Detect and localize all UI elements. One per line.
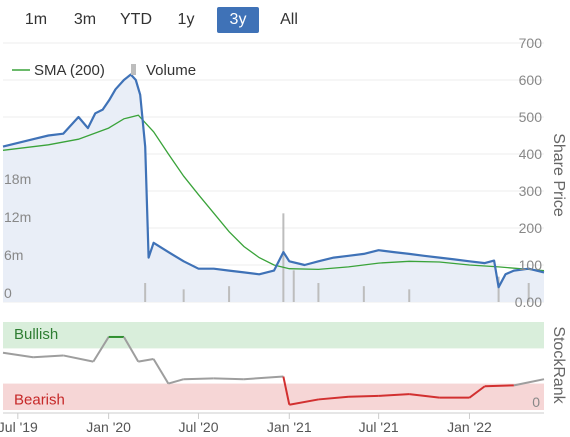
volume-tick-label: 6m [4,247,23,263]
stockrank-segment [2,351,34,359]
stockrank-axis-title: StockRank [550,326,567,404]
stockrank-segment [152,358,170,385]
volume-tick-label: 18m [4,171,31,187]
volume-bar [282,213,285,302]
stockrank-segment [63,354,94,363]
stockrank-segment [138,357,154,363]
price-area [3,74,544,302]
x-tick-label: Jul '21 [359,419,399,435]
volume-bar [292,270,295,302]
price-line [2,73,545,289]
sma-line [2,114,545,272]
legend-volume-label: Volume [146,62,196,79]
bearish-label: Bearish [14,392,65,409]
range-button-3y[interactable]: 3y [217,7,259,33]
volume-bar [144,283,147,302]
price-tick-label: 700 [519,35,543,51]
volume-bar [228,286,231,302]
stockrank-segment [183,377,214,381]
volume-tick-label: 0 [4,285,12,301]
price-tick-label: 400 [519,146,543,162]
volume-bar [317,283,320,302]
stockrank-segment [92,336,110,363]
price-axis-title: Share Price [550,133,567,217]
stockrank-segment [468,385,486,399]
price-tick-label: 0.00 [515,294,542,310]
stockrank-segment [513,378,545,387]
range-button-all[interactable]: All [280,11,298,28]
bullish-label: Bullish [14,326,58,343]
stockrank-segment [282,376,291,405]
range-button-1y[interactable]: 1y [177,11,195,28]
volume-bar [182,289,185,302]
range-button-ytd[interactable]: YTD [120,11,152,28]
price-tick-label: 600 [519,72,543,88]
volume-bar [408,289,411,302]
price-tick-label: 100 [519,257,543,273]
stockrank-segment [168,378,184,385]
x-tick-label: Jan '22 [447,419,492,435]
stockrank-segment [378,393,410,397]
price-tick-label: 200 [519,220,543,236]
stockrank-segment [123,336,140,363]
price-tick-label: 500 [519,109,543,125]
volume-bar [527,283,530,302]
stockrank-segment [289,398,319,406]
volume-bar [497,276,500,302]
stockrank-segment [213,377,244,381]
x-tick-label: Jan '20 [86,419,131,435]
stockrank-segment [318,395,349,401]
price-tick-label: 300 [519,183,543,199]
volume-bar [362,286,365,302]
range-button-1m[interactable]: 1m [24,11,48,28]
legend-sma-label: SMA (200) [34,62,105,79]
range-selector: 1m 3m YTD 1y 3y All [0,0,570,40]
bullish-band [3,322,544,349]
x-tick-label: Jan '21 [267,419,312,435]
x-tick-label: Jul '19 [0,419,38,435]
stockrank-tick-label: 0 [532,394,540,410]
range-button-3m[interactable]: 3m [73,11,97,28]
stockrank-segment [243,375,284,381]
stockrank-segment [33,354,64,359]
legend-volume-swatch [131,64,136,75]
stockrank-segment [409,393,440,399]
stockrank-segment [484,384,514,388]
volume-tick-label: 12m [4,209,31,225]
stockrank-segment [348,394,379,398]
x-tick-label: Jul '20 [178,419,218,435]
